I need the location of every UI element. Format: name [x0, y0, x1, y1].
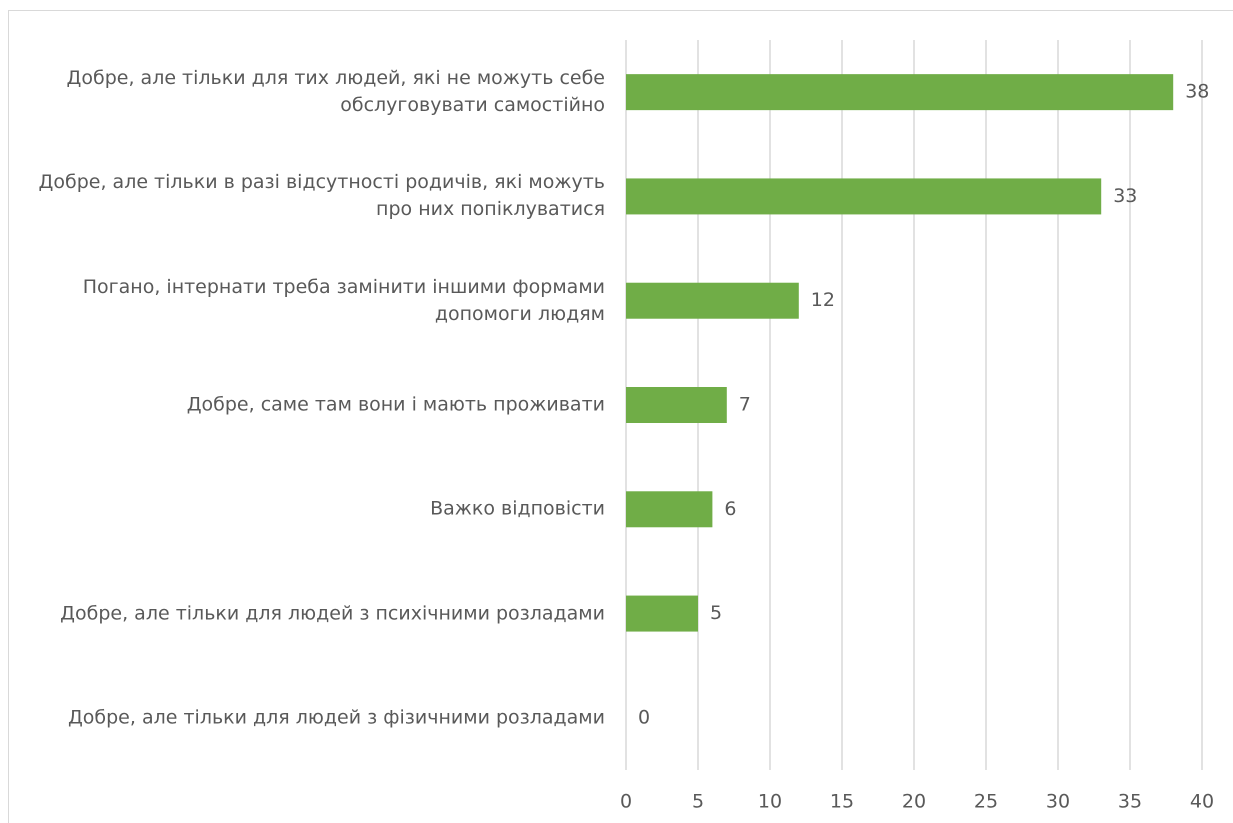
- x-tick-label: 25: [974, 791, 998, 813]
- x-tick-label: 5: [692, 791, 704, 813]
- data-label: 0: [638, 706, 650, 728]
- bar: [626, 387, 727, 423]
- data-label: 5: [710, 602, 722, 624]
- y-tick-label: Погано, інтернати треба замінити іншими …: [82, 275, 605, 325]
- data-label: 6: [724, 498, 736, 520]
- y-tick-label: Добре, але тільки для людей з психічними…: [60, 602, 605, 625]
- y-tick-label: Важко відповісти: [430, 497, 605, 520]
- x-tick-label: 0: [620, 791, 632, 813]
- data-label: 33: [1113, 185, 1137, 207]
- x-tick-label: 15: [830, 791, 854, 813]
- data-label: 38: [1185, 81, 1209, 103]
- data-label: 12: [811, 289, 835, 311]
- bar: [626, 595, 698, 632]
- y-tick-label: Добре, саме там вони і мають проживати: [186, 393, 605, 416]
- y-tick-label: Добре, але тільки в разі відсутності род…: [38, 171, 605, 221]
- x-tick-label: 10: [758, 791, 782, 813]
- bar: [626, 178, 1102, 215]
- data-label: 7: [739, 394, 751, 416]
- x-tick-label: 40: [1190, 791, 1214, 813]
- x-tick-label: 30: [1046, 791, 1070, 813]
- bar: [626, 282, 799, 319]
- bar: [626, 74, 1174, 111]
- x-tick-label: 35: [1118, 791, 1142, 813]
- y-tick-label: Добре, але тільки для людей з фізичними …: [67, 706, 605, 729]
- x-tick-label: 20: [902, 791, 926, 813]
- chart-frame: [8, 10, 1233, 823]
- bar: [626, 491, 713, 528]
- y-tick-label: Добре, але тільки для тих людей, які не …: [66, 67, 605, 117]
